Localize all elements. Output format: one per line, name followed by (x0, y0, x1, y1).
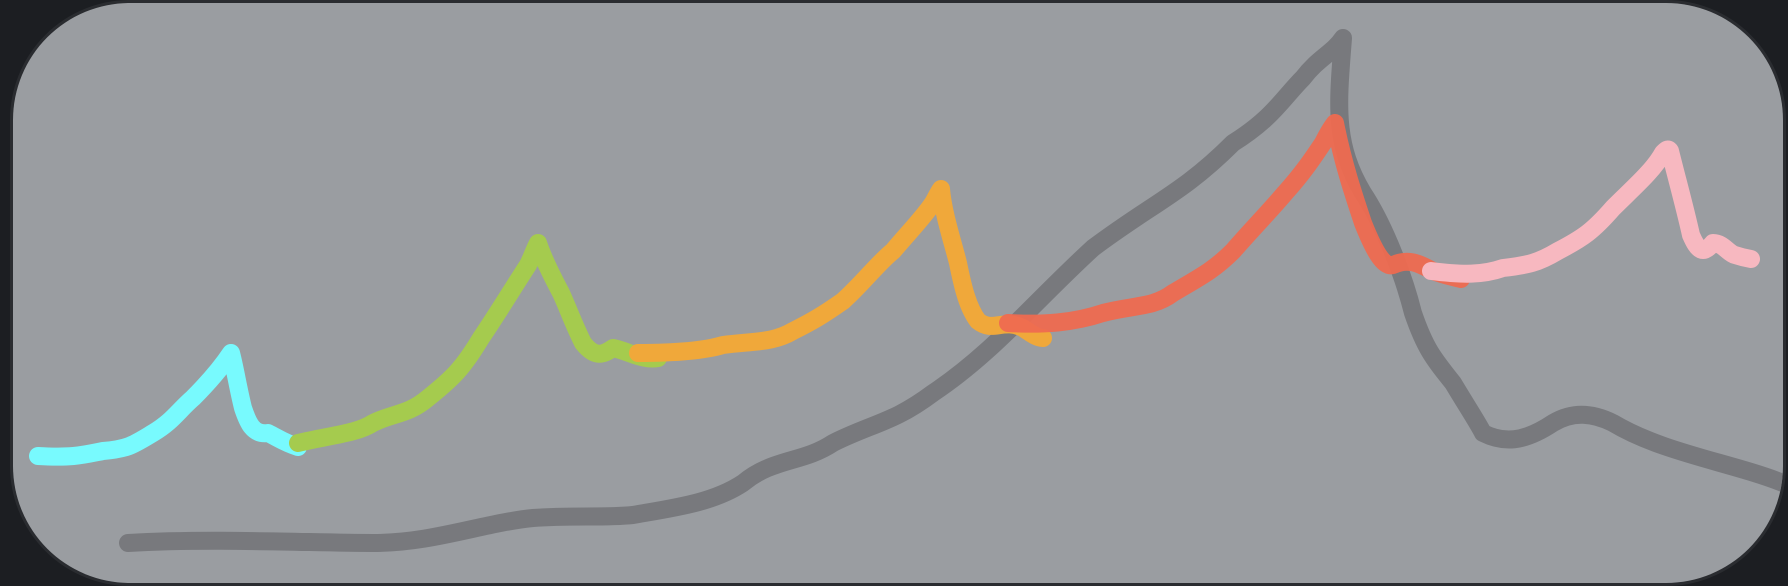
pink-stroke (1422, 140, 1760, 283)
drawing-canvas[interactable] (13, 3, 1786, 586)
panel-background (13, 3, 1783, 583)
orange-stroke (629, 180, 1052, 362)
drawing-panel[interactable] (10, 0, 1786, 586)
red-stroke (999, 114, 1470, 333)
gray-stroke (119, 29, 1783, 552)
cyan-stroke (29, 344, 307, 466)
green-stroke (289, 234, 667, 452)
